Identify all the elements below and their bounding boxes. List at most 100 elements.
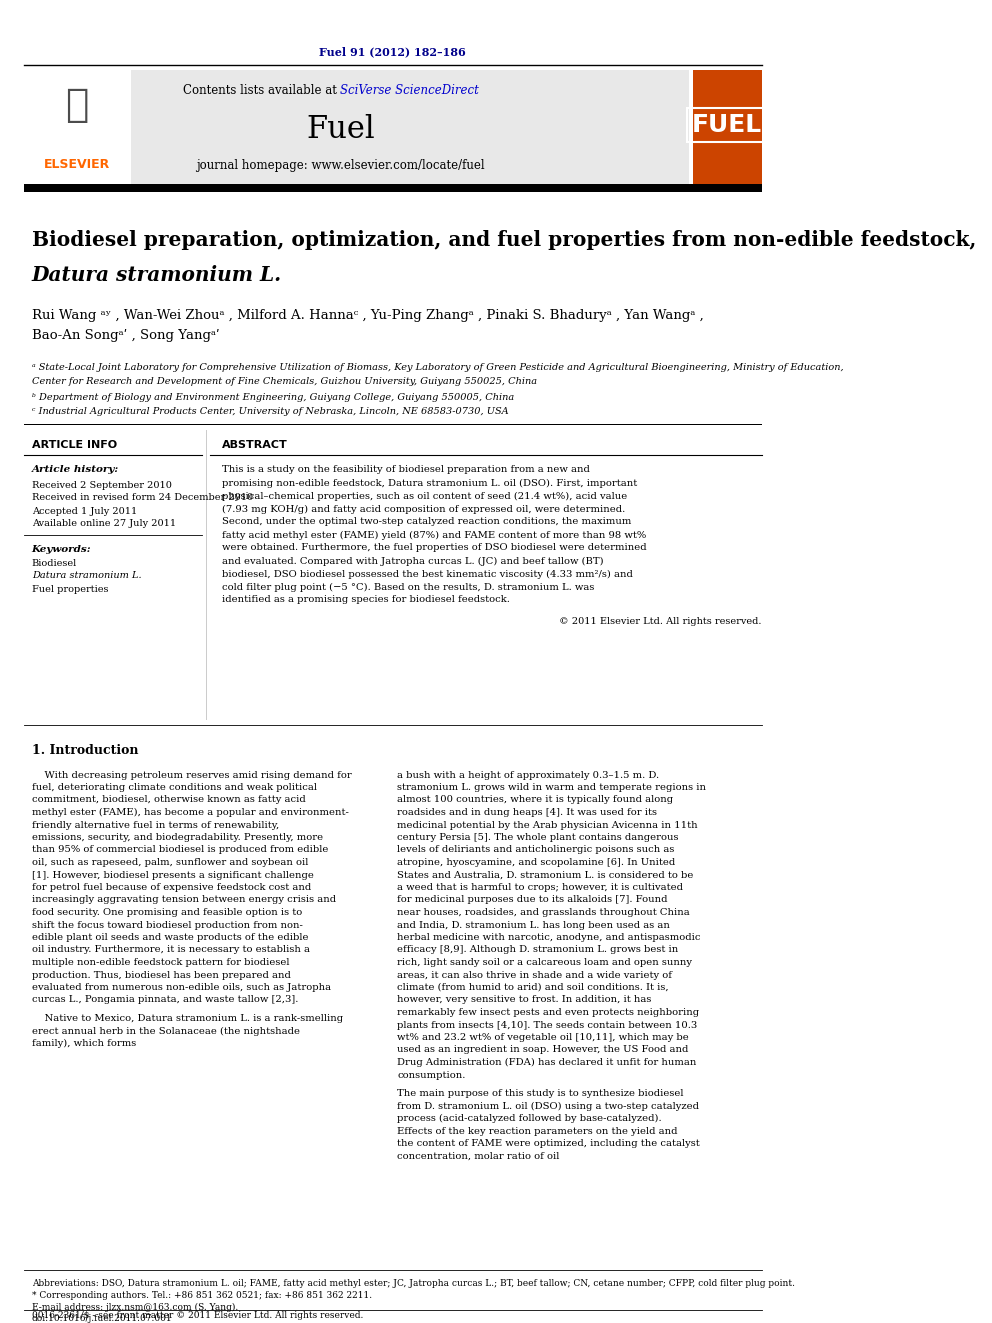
Text: efficacy [8,9]. Although D. stramonium L. grows best in: efficacy [8,9]. Although D. stramonium L… [398, 946, 679, 954]
Text: were obtained. Furthermore, the fuel properties of DSO biodiesel were determined: were obtained. Furthermore, the fuel pro… [221, 544, 647, 553]
Text: plants from insects [4,10]. The seeds contain between 10.3: plants from insects [4,10]. The seeds co… [398, 1020, 697, 1029]
Text: increasingly aggravating tension between energy crisis and: increasingly aggravating tension between… [32, 896, 336, 905]
Text: ARTICLE INFO: ARTICLE INFO [32, 441, 117, 450]
Text: Available online 27 July 2011: Available online 27 July 2011 [32, 520, 176, 528]
Text: than 95% of commercial biodiesel is produced from edible: than 95% of commercial biodiesel is prod… [32, 845, 328, 855]
Text: a bush with a height of approximately 0.3–1.5 m. D.: a bush with a height of approximately 0.… [398, 770, 660, 779]
Text: SciVerse ScienceDirect: SciVerse ScienceDirect [340, 83, 479, 97]
Text: Datura stramonium L.: Datura stramonium L. [32, 265, 282, 284]
Text: * Corresponding authors. Tel.: +86 851 362 0521; fax: +86 851 362 2211.: * Corresponding authors. Tel.: +86 851 3… [32, 1290, 372, 1299]
Text: ELSEVIER: ELSEVIER [44, 159, 110, 172]
Text: Contents lists available at: Contents lists available at [183, 83, 340, 97]
Text: edible plant oil seeds and waste products of the edible: edible plant oil seeds and waste product… [32, 933, 309, 942]
Text: Keywords:: Keywords: [32, 545, 91, 554]
Text: Native to Mexico, Datura stramonium L. is a rank-smelling: Native to Mexico, Datura stramonium L. i… [32, 1013, 343, 1023]
Text: wt% and 23.2 wt% of vegetable oil [10,11], which may be: wt% and 23.2 wt% of vegetable oil [10,11… [398, 1033, 689, 1043]
Text: the content of FAME were optimized, including the catalyst: the content of FAME were optimized, incl… [398, 1139, 700, 1148]
Text: oil industry. Furthermore, it is necessary to establish a: oil industry. Furthermore, it is necessa… [32, 946, 310, 954]
Text: ᵇ Department of Biology and Environment Engineering, Guiyang College, Guiyang 55: ᵇ Department of Biology and Environment … [32, 393, 514, 401]
Text: from D. stramonium L. oil (DSO) using a two-step catalyzed: from D. stramonium L. oil (DSO) using a … [398, 1102, 699, 1110]
Text: process (acid-catalyzed followed by base-catalyzed).: process (acid-catalyzed followed by base… [398, 1114, 662, 1123]
Text: fatty acid methyl ester (FAME) yield (87%) and FAME content of more than 98 wt%: fatty acid methyl ester (FAME) yield (87… [221, 531, 646, 540]
Text: Second, under the optimal two-step catalyzed reaction conditions, the maximum: Second, under the optimal two-step catal… [221, 517, 631, 527]
Text: near houses, roadsides, and grasslands throughout China: near houses, roadsides, and grasslands t… [398, 908, 690, 917]
Text: With decreasing petroleum reserves amid rising demand for: With decreasing petroleum reserves amid … [32, 770, 351, 779]
Text: Abbreviations: DSO, Datura stramonium L. oil; FAME, fatty acid methyl ester; JC,: Abbreviations: DSO, Datura stramonium L.… [32, 1278, 795, 1287]
Text: Drug Administration (FDA) has declared it unfit for human: Drug Administration (FDA) has declared i… [398, 1058, 696, 1068]
Text: Center for Research and Development of Fine Chemicals, Guizhou University, Guiya: Center for Research and Development of F… [32, 377, 537, 386]
Text: almost 100 countries, where it is typically found along: almost 100 countries, where it is typica… [398, 795, 674, 804]
Text: Accepted 1 July 2011: Accepted 1 July 2011 [32, 507, 137, 516]
Text: physical–chemical properties, such as oil content of seed (21.4 wt%), acid value: physical–chemical properties, such as oi… [221, 491, 627, 500]
Text: levels of deliriants and anticholinergic poisons such as: levels of deliriants and anticholinergic… [398, 845, 675, 855]
Text: ᶜ Industrial Agricultural Products Center, University of Nebraska, Lincoln, NE 6: ᶜ Industrial Agricultural Products Cente… [32, 407, 508, 417]
Text: roadsides and in dung heaps [4]. It was used for its: roadsides and in dung heaps [4]. It was … [398, 808, 658, 818]
Text: fuel, deteriorating climate conditions and weak political: fuel, deteriorating climate conditions a… [32, 783, 316, 792]
Text: ᵃ State-Local Joint Laboratory for Comprehensive Utilization of Biomass, Key Lab: ᵃ State-Local Joint Laboratory for Compr… [32, 363, 843, 372]
Text: biodiesel, DSO biodiesel possessed the best kinematic viscosity (4.33 mm²/s) and: biodiesel, DSO biodiesel possessed the b… [221, 569, 633, 578]
Text: Received in revised form 24 December 2010: Received in revised form 24 December 201… [32, 493, 253, 503]
Text: and evaluated. Compared with Jatropha curcas L. (JC) and beef tallow (BT): and evaluated. Compared with Jatropha cu… [221, 557, 603, 565]
Text: journal homepage: www.elsevier.com/locate/fuel: journal homepage: www.elsevier.com/locat… [196, 159, 485, 172]
Text: The main purpose of this study is to synthesize biodiesel: The main purpose of this study is to syn… [398, 1089, 683, 1098]
Text: 🌳: 🌳 [65, 86, 88, 124]
Text: This is a study on the feasibility of biodiesel preparation from a new and: This is a study on the feasibility of bi… [221, 466, 589, 475]
Text: doi:10.1016/j.fuel.2011.07.001: doi:10.1016/j.fuel.2011.07.001 [32, 1314, 173, 1323]
Text: concentration, molar ratio of oil: concentration, molar ratio of oil [398, 1151, 559, 1160]
Text: commitment, biodiesel, otherwise known as fatty acid: commitment, biodiesel, otherwise known a… [32, 795, 306, 804]
Text: promising non-edible feedstock, Datura stramonium L. oil (DSO). First, important: promising non-edible feedstock, Datura s… [221, 479, 637, 488]
Text: multiple non-edible feedstock pattern for biodiesel: multiple non-edible feedstock pattern fo… [32, 958, 290, 967]
Text: emissions, security, and biodegradability. Presently, more: emissions, security, and biodegradabilit… [32, 833, 322, 841]
Text: Fuel 91 (2012) 182–186: Fuel 91 (2012) 182–186 [319, 46, 466, 57]
Text: ABSTRACT: ABSTRACT [221, 441, 288, 450]
Text: and India, D. stramonium L. has long been used as an: and India, D. stramonium L. has long bee… [398, 921, 671, 930]
FancyBboxPatch shape [24, 70, 131, 185]
FancyBboxPatch shape [692, 70, 762, 185]
FancyBboxPatch shape [24, 184, 762, 192]
Text: medicinal potential by the Arab physician Avicenna in 11th: medicinal potential by the Arab physicia… [398, 820, 698, 830]
Text: friendly alternative fuel in terms of renewability,: friendly alternative fuel in terms of re… [32, 820, 279, 830]
Text: food security. One promising and feasible option is to: food security. One promising and feasibl… [32, 908, 302, 917]
Text: E-mail address: jlzx.nsm@163.com (S. Yang).: E-mail address: jlzx.nsm@163.com (S. Yan… [32, 1302, 238, 1311]
Text: methyl ester (FAME), has become a popular and environment-: methyl ester (FAME), has become a popula… [32, 808, 348, 818]
Text: family), which forms: family), which forms [32, 1039, 136, 1048]
Text: Received 2 September 2010: Received 2 September 2010 [32, 480, 172, 490]
Text: used as an ingredient in soap. However, the US Food and: used as an ingredient in soap. However, … [398, 1045, 688, 1054]
Text: © 2011 Elsevier Ltd. All rights reserved.: © 2011 Elsevier Ltd. All rights reserved… [559, 617, 762, 626]
Text: atropine, hyoscyamine, and scopolamine [6]. In United: atropine, hyoscyamine, and scopolamine [… [398, 859, 676, 867]
Text: areas, it can also thrive in shade and a wide variety of: areas, it can also thrive in shade and a… [398, 971, 673, 979]
Text: Biodiesel: Biodiesel [32, 558, 77, 568]
Text: Article history:: Article history: [32, 466, 119, 475]
Text: Fuel: Fuel [307, 115, 375, 146]
Text: production. Thus, biodiesel has been prepared and: production. Thus, biodiesel has been pre… [32, 971, 291, 979]
Text: FUEL: FUEL [691, 112, 762, 138]
Text: erect annual herb in the Solanaceae (the nightshade: erect annual herb in the Solanaceae (the… [32, 1027, 300, 1036]
Text: cold filter plug point (−5 °C). Based on the results, D. stramonium L. was: cold filter plug point (−5 °C). Based on… [221, 582, 594, 591]
Text: oil, such as rapeseed, palm, sunflower and soybean oil: oil, such as rapeseed, palm, sunflower a… [32, 859, 309, 867]
Text: century Persia [5]. The whole plant contains dangerous: century Persia [5]. The whole plant cont… [398, 833, 679, 841]
Text: Fuel properties: Fuel properties [32, 585, 108, 594]
Text: however, very sensitive to frost. In addition, it has: however, very sensitive to frost. In add… [398, 995, 652, 1004]
Text: stramonium L. grows wild in warm and temperate regions in: stramonium L. grows wild in warm and tem… [398, 783, 706, 792]
Text: identified as a promising species for biodiesel feedstock.: identified as a promising species for bi… [221, 595, 510, 605]
Text: remarkably few insect pests and even protects neighboring: remarkably few insect pests and even pro… [398, 1008, 699, 1017]
Text: for medicinal purposes due to its alkaloids [7]. Found: for medicinal purposes due to its alkalo… [398, 896, 668, 905]
Text: rich, light sandy soil or a calcareous loam and open sunny: rich, light sandy soil or a calcareous l… [398, 958, 692, 967]
Text: (7.93 mg KOH/g) and fatty acid composition of expressed oil, were determined.: (7.93 mg KOH/g) and fatty acid compositi… [221, 504, 625, 513]
Text: Biodiesel preparation, optimization, and fuel properties from non-edible feedsto: Biodiesel preparation, optimization, and… [32, 230, 976, 250]
Text: 1. Introduction: 1. Introduction [32, 744, 138, 757]
Text: Datura stramonium L.: Datura stramonium L. [32, 572, 141, 581]
Text: a weed that is harmful to crops; however, it is cultivated: a weed that is harmful to crops; however… [398, 882, 683, 892]
Text: 0016-2361/$ - see front matter © 2011 Elsevier Ltd. All rights reserved.: 0016-2361/$ - see front matter © 2011 El… [32, 1311, 363, 1319]
Text: herbal medicine with narcotic, anodyne, and antispasmodic: herbal medicine with narcotic, anodyne, … [398, 933, 701, 942]
Text: Bao-An Songᵃʹ , Song Yangᵃʹ: Bao-An Songᵃʹ , Song Yangᵃʹ [32, 328, 223, 341]
Text: shift the focus toward biodiesel production from non-: shift the focus toward biodiesel product… [32, 921, 303, 930]
FancyBboxPatch shape [24, 70, 688, 185]
Text: curcas L., Pongamia pinnata, and waste tallow [2,3].: curcas L., Pongamia pinnata, and waste t… [32, 995, 298, 1004]
Text: evaluated from numerous non-edible oils, such as Jatropha: evaluated from numerous non-edible oils,… [32, 983, 330, 992]
Text: consumption.: consumption. [398, 1070, 466, 1080]
Text: Effects of the key reaction parameters on the yield and: Effects of the key reaction parameters o… [398, 1126, 678, 1135]
Text: States and Australia, D. stramonium L. is considered to be: States and Australia, D. stramonium L. i… [398, 871, 693, 880]
Text: climate (from humid to arid) and soil conditions. It is,: climate (from humid to arid) and soil co… [398, 983, 669, 992]
Text: [1]. However, biodiesel presents a significant challenge: [1]. However, biodiesel presents a signi… [32, 871, 313, 880]
